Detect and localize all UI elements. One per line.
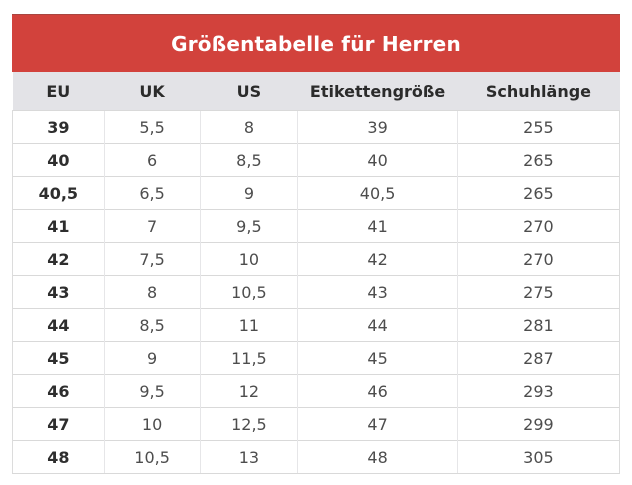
cell-eu: 40 <box>12 143 105 177</box>
cell-us: 10,5 <box>199 275 298 309</box>
header-row: EU UK US Etikettengröße Schuhlänge <box>12 72 620 111</box>
cell-schuhlaenge: 265 <box>456 143 621 177</box>
cell-eu: 44 <box>12 308 105 342</box>
table-row: 41 7 9,5 41 270 <box>12 209 621 243</box>
cell-etikettengroesse: 39 <box>297 110 458 144</box>
size-table-body: 39 5,5 8 39 255 40 6 8,5 40 265 40,5 6,5 9 40,5 265 41 7… <box>12 110 621 474</box>
cell-schuhlaenge: 305 <box>456 440 621 474</box>
cell-us: 11,5 <box>199 341 298 375</box>
cell-etikettengroesse: 47 <box>297 407 458 441</box>
cell-eu: 41 <box>12 209 105 243</box>
cell-schuhlaenge: 270 <box>456 209 621 243</box>
cell-uk: 9 <box>103 341 201 375</box>
cell-eu: 48 <box>12 440 105 474</box>
cell-uk: 10,5 <box>103 440 201 474</box>
cell-uk: 6,5 <box>103 176 201 210</box>
cell-us: 10 <box>199 242 298 276</box>
cell-uk: 7,5 <box>103 242 201 276</box>
table-row: 44 8,5 11 44 281 <box>12 308 621 342</box>
column-header-uk: UK <box>104 72 201 111</box>
cell-us: 8 <box>199 110 298 144</box>
cell-etikettengroesse: 41 <box>297 209 458 243</box>
size-table: EU UK US Etikettengröße Schuhlänge 39 5,5 8 39 2… <box>12 72 621 474</box>
cell-us: 11 <box>199 308 298 342</box>
column-header-etikettengroesse: Etikettengröße <box>297 72 458 111</box>
table-row: 43 8 10,5 43 275 <box>12 275 621 309</box>
cell-eu: 43 <box>12 275 105 309</box>
cell-uk: 5,5 <box>103 110 201 144</box>
cell-eu: 39 <box>12 110 105 144</box>
cell-schuhlaenge: 281 <box>456 308 621 342</box>
cell-schuhlaenge: 293 <box>456 374 621 408</box>
cell-uk: 6 <box>103 143 201 177</box>
cell-eu: 46 <box>12 374 105 408</box>
cell-us: 9 <box>199 176 298 210</box>
cell-etikettengroesse: 42 <box>297 242 458 276</box>
table-row: 40 6 8,5 40 265 <box>12 143 621 177</box>
size-table-header: EU UK US Etikettengröße Schuhlänge <box>12 72 620 111</box>
cell-uk: 9,5 <box>103 374 201 408</box>
cell-schuhlaenge: 287 <box>456 341 621 375</box>
cell-us: 12 <box>199 374 298 408</box>
column-header-schuhlaenge: Schuhlänge <box>457 72 620 111</box>
cell-etikettengroesse: 40 <box>297 143 458 177</box>
cell-schuhlaenge: 275 <box>456 275 621 309</box>
cell-uk: 10 <box>103 407 201 441</box>
cell-schuhlaenge: 299 <box>456 407 621 441</box>
table-row: 48 10,5 13 48 305 <box>12 440 621 474</box>
table-row: 47 10 12,5 47 299 <box>12 407 621 441</box>
cell-us: 9,5 <box>199 209 298 243</box>
cell-us: 13 <box>199 440 298 474</box>
cell-uk: 8,5 <box>103 308 201 342</box>
cell-eu: 42 <box>12 242 105 276</box>
cell-eu: 45 <box>12 341 105 375</box>
table-row: 39 5,5 8 39 255 <box>12 110 621 144</box>
column-header-eu: EU <box>12 72 105 111</box>
cell-etikettengroesse: 45 <box>297 341 458 375</box>
column-header-us: US <box>200 72 298 111</box>
cell-uk: 7 <box>103 209 201 243</box>
cell-schuhlaenge: 255 <box>456 110 621 144</box>
cell-etikettengroesse: 40,5 <box>297 176 458 210</box>
table-title: Größentabelle für Herren <box>12 14 620 72</box>
cell-us: 8,5 <box>199 143 298 177</box>
table-row: 46 9,5 12 46 293 <box>12 374 621 408</box>
cell-etikettengroesse: 43 <box>297 275 458 309</box>
cell-uk: 8 <box>103 275 201 309</box>
size-table-card: Größentabelle für Herren EU UK US Etiketten… <box>12 14 621 474</box>
cell-us: 12,5 <box>199 407 298 441</box>
cell-etikettengroesse: 48 <box>297 440 458 474</box>
table-row: 45 9 11,5 45 287 <box>12 341 621 375</box>
table-row: 42 7,5 10 42 270 <box>12 242 621 276</box>
cell-etikettengroesse: 46 <box>297 374 458 408</box>
cell-schuhlaenge: 265 <box>456 176 621 210</box>
cell-schuhlaenge: 270 <box>456 242 621 276</box>
cell-eu: 47 <box>12 407 105 441</box>
table-row: 40,5 6,5 9 40,5 265 <box>12 176 621 210</box>
cell-eu: 40,5 <box>12 176 105 210</box>
cell-etikettengroesse: 44 <box>297 308 458 342</box>
